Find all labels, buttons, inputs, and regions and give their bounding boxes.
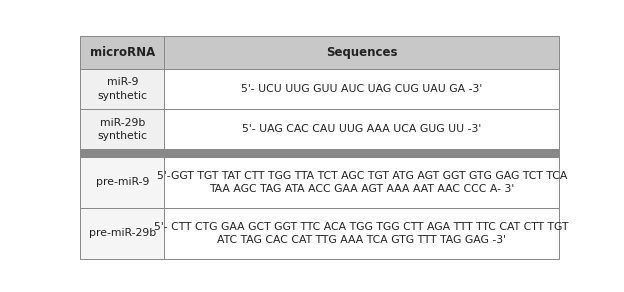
- Text: microRNA: microRNA: [90, 46, 155, 59]
- Bar: [164, 109, 559, 149]
- Text: pre-miR-29b: pre-miR-29b: [89, 228, 156, 238]
- Text: 5'- UAG CAC CAU UUG AAA UCA GUG UU -3': 5'- UAG CAC CAU UUG AAA UCA GUG UU -3': [242, 124, 481, 134]
- Text: miR-29b
synthetic: miR-29b synthetic: [97, 118, 147, 141]
- Text: Sequences: Sequences: [326, 46, 397, 59]
- Bar: [164, 69, 559, 109]
- Text: 5'- UCU UUG GUU AUC UAG CUG UAU GA -3': 5'- UCU UUG GUU AUC UAG CUG UAU GA -3': [241, 84, 482, 94]
- Bar: [80, 157, 164, 208]
- Bar: [80, 208, 164, 259]
- Bar: [164, 208, 559, 259]
- Text: 5'- CTT CTG GAA GCT GGT TTC ACA TGG TGG CTT AGA TTT TTC CAT CTT TGT
ATC TAG CAC : 5'- CTT CTG GAA GCT GGT TTC ACA TGG TGG …: [155, 222, 569, 245]
- Bar: [164, 36, 559, 69]
- Bar: [80, 36, 164, 69]
- Text: pre-miR-9: pre-miR-9: [95, 177, 149, 187]
- Bar: [164, 157, 559, 208]
- Text: 5'-GGT TGT TAT CTT TGG TTA TCT AGC TGT ATG AGT GGT GTG GAG TCT TCA
TAA AGC TAG A: 5'-GGT TGT TAT CTT TGG TTA TCT AGC TGT A…: [157, 171, 567, 194]
- Bar: [80, 149, 559, 157]
- Bar: [80, 109, 164, 149]
- Text: miR-9
synthetic: miR-9 synthetic: [97, 77, 147, 101]
- Bar: [80, 69, 164, 109]
